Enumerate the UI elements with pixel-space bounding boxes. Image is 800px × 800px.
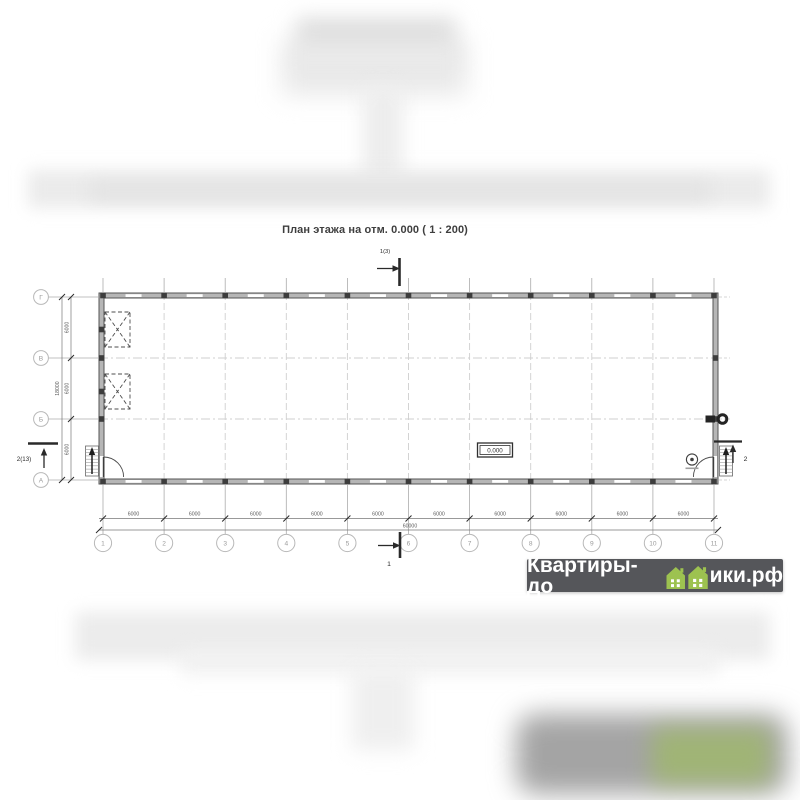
entrance-stairs — [85, 445, 733, 477]
background-blur-shape — [282, 40, 467, 95]
structural-columns — [98, 292, 719, 485]
svg-text:1: 1 — [101, 540, 105, 547]
svg-text:18000: 18000 — [55, 381, 61, 396]
svg-text:6000: 6000 — [64, 383, 70, 395]
svg-text:2: 2 — [744, 456, 748, 463]
gate-shaft-symbols — [104, 311, 131, 410]
svg-text:Г: Г — [39, 294, 43, 301]
svg-text:6: 6 — [407, 540, 411, 547]
svg-text:1(3): 1(3) — [380, 249, 390, 255]
svg-text:6000: 6000 — [311, 512, 323, 518]
grid-bubbles: Г В Б А 1 2 3 4 5 6 7 8 9 10 11 — [33, 289, 724, 553]
svg-text:6000: 6000 — [555, 512, 567, 518]
svg-text:А: А — [39, 477, 44, 484]
grid-lines — [48, 278, 730, 534]
watermark-banner: Квартиры-до ики.рф — [527, 555, 783, 597]
dimension-lines: 6000 6000 6000 6000 6000 6000 6000 6000 6000 6000… — [55, 293, 722, 534]
svg-text:В: В — [39, 355, 44, 362]
svg-text:6000: 6000 — [433, 512, 445, 518]
background-blur-shape — [180, 648, 720, 674]
watermark-text-suffix: ики.рф — [709, 564, 783, 587]
svg-text:8: 8 — [529, 540, 533, 547]
svg-text:7: 7 — [468, 540, 472, 547]
svg-text:9: 9 — [590, 540, 594, 547]
svg-text:6000: 6000 — [494, 512, 506, 518]
svg-text:Б: Б — [39, 416, 43, 423]
svg-text:0.000: 0.000 — [487, 448, 503, 455]
door-swings — [102, 456, 715, 478]
svg-text:6000: 6000 — [372, 512, 384, 518]
svg-text:6000: 6000 — [250, 512, 262, 518]
svg-text:6000: 6000 — [64, 444, 70, 456]
svg-text:11: 11 — [711, 540, 718, 547]
svg-text:10: 10 — [649, 540, 657, 547]
svg-text:2: 2 — [162, 540, 166, 547]
house-icon — [666, 565, 708, 589]
elevation-marker: 0.000 — [476, 442, 514, 458]
page-title: План этажа на отм. 0.000 ( 1 : 200) — [282, 224, 468, 236]
section-markers: 1(3) 1 2(13) 2 — [17, 249, 748, 568]
svg-text:6000: 6000 — [678, 512, 690, 518]
background-blur-shape — [90, 182, 710, 200]
wall-openings — [99, 294, 718, 483]
svg-text:4: 4 — [284, 540, 288, 547]
svg-text:1: 1 — [387, 561, 391, 568]
svg-text:6000: 6000 — [189, 512, 201, 518]
background-blur-shape — [352, 668, 414, 750]
background-blur-watermark — [652, 728, 770, 784]
svg-text:3: 3 — [223, 540, 227, 547]
watermark-text-prefix: Квартиры-до — [527, 553, 638, 598]
svg-text:2(13): 2(13) — [17, 456, 31, 463]
wall-fixture-symbol — [705, 413, 729, 425]
floor-drain-symbol — [685, 453, 699, 470]
svg-text:60000: 60000 — [403, 524, 418, 530]
svg-text:6000: 6000 — [128, 512, 140, 518]
svg-text:5: 5 — [346, 540, 350, 547]
svg-text:6000: 6000 — [617, 512, 629, 518]
svg-text:6000: 6000 — [64, 322, 70, 334]
